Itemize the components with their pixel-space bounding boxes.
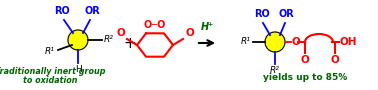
Text: R²: R² bbox=[104, 35, 114, 44]
Text: OR: OR bbox=[84, 6, 100, 16]
Text: +: + bbox=[124, 35, 136, 50]
Text: H: H bbox=[74, 65, 81, 74]
Text: OH: OH bbox=[340, 37, 358, 47]
Circle shape bbox=[68, 30, 88, 50]
Text: O: O bbox=[301, 55, 309, 65]
Text: H⁺: H⁺ bbox=[200, 22, 214, 32]
Text: O: O bbox=[116, 28, 125, 38]
Text: O: O bbox=[185, 28, 194, 38]
Text: to oxidation: to oxidation bbox=[23, 76, 77, 85]
Text: O: O bbox=[331, 55, 339, 65]
Text: R¹: R¹ bbox=[241, 38, 251, 47]
Text: O─O: O─O bbox=[144, 20, 166, 30]
Circle shape bbox=[265, 32, 285, 52]
Text: Traditionally inert group: Traditionally inert group bbox=[0, 67, 105, 76]
Text: R²: R² bbox=[270, 66, 280, 75]
Text: RO: RO bbox=[254, 9, 270, 19]
Text: RO: RO bbox=[54, 6, 70, 16]
Text: O: O bbox=[291, 37, 300, 47]
Text: yields up to 85%: yields up to 85% bbox=[263, 73, 347, 82]
Text: OR: OR bbox=[278, 9, 294, 19]
Text: R¹: R¹ bbox=[45, 48, 55, 57]
